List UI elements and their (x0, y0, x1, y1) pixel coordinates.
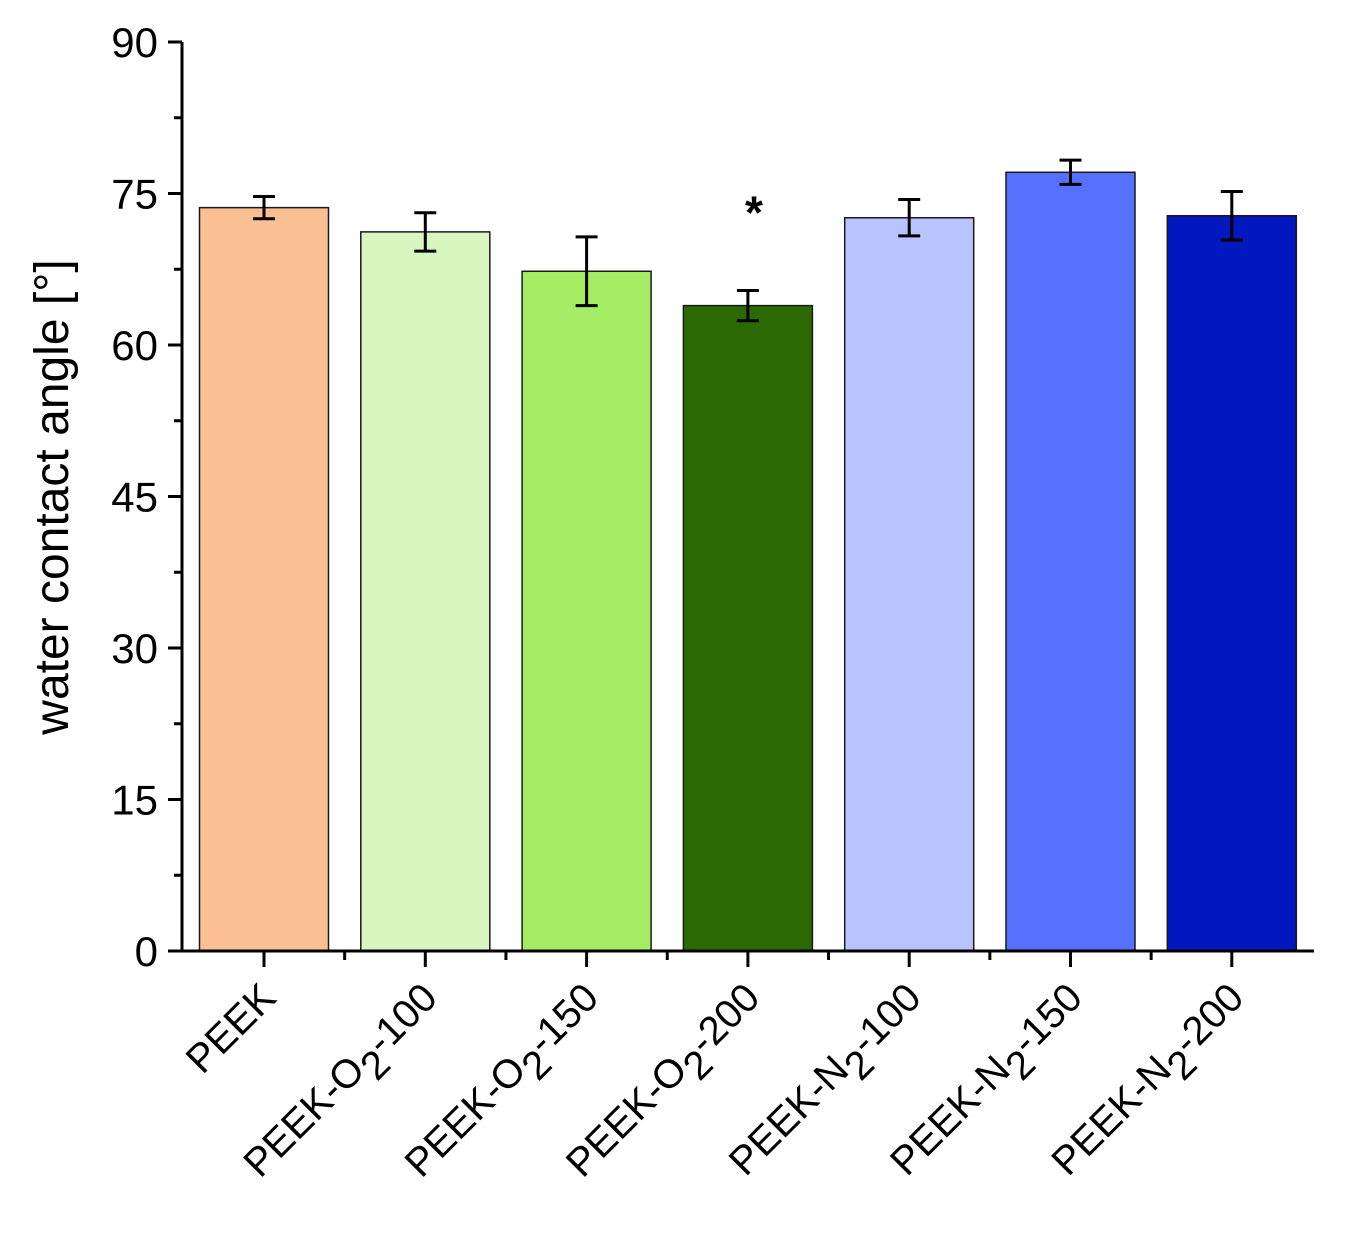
bar-5 (1005, 171, 1136, 952)
bars (198, 171, 1298, 952)
error-bar-0 (253, 195, 275, 221)
y-tick-label: 15 (111, 777, 158, 824)
error-bar-2 (575, 235, 598, 308)
y-tick-label: 45 (111, 474, 158, 521)
y-tick-label: 90 (111, 19, 158, 66)
bar-0 (198, 206, 330, 952)
error-bar-6 (1220, 189, 1243, 242)
significance-marker: * (745, 187, 763, 239)
axes (168, 40, 1314, 967)
bar-2 (521, 270, 652, 952)
bar-4 (843, 216, 975, 952)
bar-3 (682, 304, 814, 952)
error-bar-1 (414, 211, 437, 253)
annotations: * (745, 187, 763, 239)
y-tick-label: 0 (135, 928, 158, 975)
error-bar-5 (1059, 158, 1082, 186)
y-tick-label: 75 (111, 171, 158, 218)
bar-1 (360, 231, 491, 952)
y-tick-label: 30 (111, 625, 158, 672)
x-tick-label: PEEK (178, 975, 285, 1082)
error-bar-3 (736, 288, 759, 323)
bar-6 (1166, 214, 1298, 952)
y-tick-label: 60 (111, 322, 158, 369)
error-bar-4 (898, 198, 921, 238)
error-bars (253, 158, 1243, 323)
y-axis-label: water contact angle [°] (26, 259, 79, 735)
